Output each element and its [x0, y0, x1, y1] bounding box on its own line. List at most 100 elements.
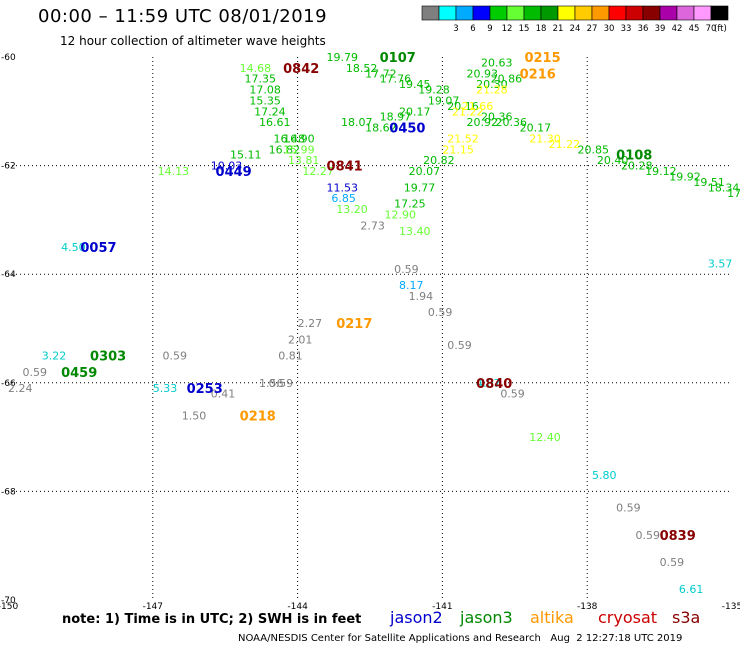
- wave-height-label: 21.30: [529, 132, 561, 145]
- wave-height-label: 2.24: [8, 382, 33, 395]
- x-tick-label: -141: [432, 602, 452, 610]
- satellite-legend-jason3: jason3: [460, 608, 513, 627]
- wave-height-label: 0.59: [616, 502, 641, 515]
- wave-height-label: 21.28: [476, 84, 508, 97]
- wave-height-label: 20.85: [578, 143, 610, 156]
- pass-time-label: 0218: [240, 409, 276, 424]
- wave-height-label: 5.80: [592, 469, 617, 482]
- wave-height-label: 16.90: [283, 132, 315, 145]
- wave-height-label: 15.99: [283, 143, 315, 156]
- wave-height-label: 19.45: [399, 78, 431, 91]
- y-tick-label: -70: [1, 596, 16, 606]
- wave-height-label: 21.66: [462, 100, 494, 113]
- pass-time-label: 0253: [187, 382, 223, 397]
- wave-height-label: 21.52: [447, 132, 479, 145]
- scale-tick-label: 33: [621, 24, 632, 34]
- wave-height-label: 1.94: [409, 290, 434, 303]
- wave-height-label: 18.97: [380, 111, 412, 124]
- wave-height-label: 0.59: [162, 350, 187, 363]
- wave-height-label: 20.36: [481, 111, 512, 124]
- wave-height-label: 19.07: [428, 94, 460, 107]
- x-tick-label: -150: [0, 602, 18, 610]
- wave-height-label: 4.07: [476, 377, 501, 390]
- wave-height-label: 13.81: [288, 154, 320, 167]
- wave-height-label: 20.82: [423, 154, 455, 167]
- y-tick-label: -66: [1, 379, 16, 389]
- scale-tick-label: 36: [638, 24, 649, 34]
- wave-height-label: 20.93: [467, 67, 499, 80]
- color-scale-legend: 3 6 9 12 15 18 21 24 27 30 33 36 39 42 45 70(ft): [421, 5, 729, 34]
- satellite-legend-cryosat: cryosat: [598, 608, 658, 627]
- pass-time-label: 0450: [389, 122, 425, 137]
- wave-height-label: 20.07: [409, 165, 441, 178]
- scale-tick-label: 15: [519, 24, 530, 34]
- wave-height-label: 3.57: [708, 257, 733, 270]
- wave-height-label: 16.82: [269, 143, 301, 156]
- x-tick-label: -147: [143, 602, 163, 610]
- wave-height-label: 19.51: [693, 176, 725, 189]
- wave-height-label: 1.50: [182, 409, 207, 422]
- wave-height-label: 20.86: [491, 73, 522, 86]
- wave-height-label: 0.81: [278, 350, 303, 363]
- wave-height-label: 3.22: [42, 350, 67, 363]
- scale-tick-label: 24: [570, 24, 581, 34]
- pass-time-label: 0107: [380, 51, 416, 66]
- wave-height-label: 0.59: [269, 377, 294, 390]
- x-tick-label: -138: [577, 602, 598, 610]
- wave-height-label: 18.52: [346, 62, 378, 75]
- scale-unit-label: (ft): [714, 24, 727, 34]
- wave-height-label: 17.35: [245, 73, 276, 86]
- pass-time-label: 0840: [476, 377, 512, 392]
- wave-height-label: 19.12: [645, 165, 677, 178]
- x-tick-label: -135: [722, 602, 740, 610]
- wave-height-label: 8.17: [399, 279, 424, 292]
- y-tick-label: -68: [1, 487, 16, 497]
- wave-height-label: 17.54: [727, 187, 740, 200]
- wave-height-label: 10.03: [211, 160, 243, 173]
- wave-height-label: 20.28: [621, 160, 653, 173]
- wave-height-label: 4.50: [61, 241, 86, 254]
- pass-time-label: 0842: [283, 62, 319, 77]
- wave-height-label: 12.27: [302, 165, 334, 178]
- wave-height-label: 20.92: [467, 116, 499, 129]
- wave-height-label: 19.92: [669, 170, 701, 183]
- wave-height-label: 19.79: [327, 51, 359, 64]
- wave-height-label: 15.35: [249, 94, 280, 107]
- pass-time-label: 0839: [660, 529, 696, 544]
- wave-height-label: 0.59: [394, 263, 419, 276]
- wave-height-label: 21.22: [452, 105, 484, 118]
- wave-height-label: 20.36: [495, 116, 527, 129]
- wave-height-label: 18.34: [708, 181, 740, 194]
- wave-height-label: 6.61: [679, 583, 704, 596]
- wave-height-label: 12.90: [384, 208, 416, 221]
- wave-height-label: 18.07: [341, 116, 373, 129]
- scale-tick-label: 42: [672, 24, 683, 34]
- pass-time-label: 0459: [61, 366, 97, 381]
- wave-height-label: 2.01: [288, 333, 313, 346]
- wave-height-label: 13.40: [399, 225, 431, 238]
- pass-time-label: 0217: [336, 317, 372, 332]
- y-tick-label: -60: [1, 53, 16, 63]
- wave-height-label: 0.59: [447, 339, 472, 352]
- scale-tick-label: 70: [706, 24, 717, 34]
- wave-height-label: 0.41: [211, 388, 236, 401]
- wave-height-label: 14.13: [158, 165, 190, 178]
- wave-height-label: 16.61: [259, 116, 291, 129]
- wave-height-label: 17.72: [365, 67, 397, 80]
- wave-height-label: 17.24: [254, 105, 286, 118]
- scale-tick-label: 12: [502, 24, 513, 34]
- wave-height-label: 2.73: [360, 219, 385, 232]
- wave-height-label: 14.68: [240, 62, 272, 75]
- scale-tick-label: 30: [604, 24, 615, 34]
- wave-height-label: 19.28: [418, 84, 450, 97]
- scale-tick-label: 3: [453, 24, 458, 34]
- wave-height-label: 13.20: [336, 203, 368, 216]
- wave-height-label: 12.40: [529, 431, 561, 444]
- wave-height-label: 0.59: [428, 306, 453, 319]
- footer-note: note: 1) Time is in UTC; 2) SWH is in fe…: [62, 612, 362, 627]
- wave-height-label: 5.33: [153, 382, 178, 395]
- wave-height-label: 18.62: [365, 122, 397, 135]
- wave-height-map: -60 -62 -64 -66 -68 -70-150 -147 -144 -141 -138 -1…: [0, 51, 740, 610]
- scale-tick-label: 45: [689, 24, 700, 34]
- wave-height-label: 6.85: [331, 192, 356, 205]
